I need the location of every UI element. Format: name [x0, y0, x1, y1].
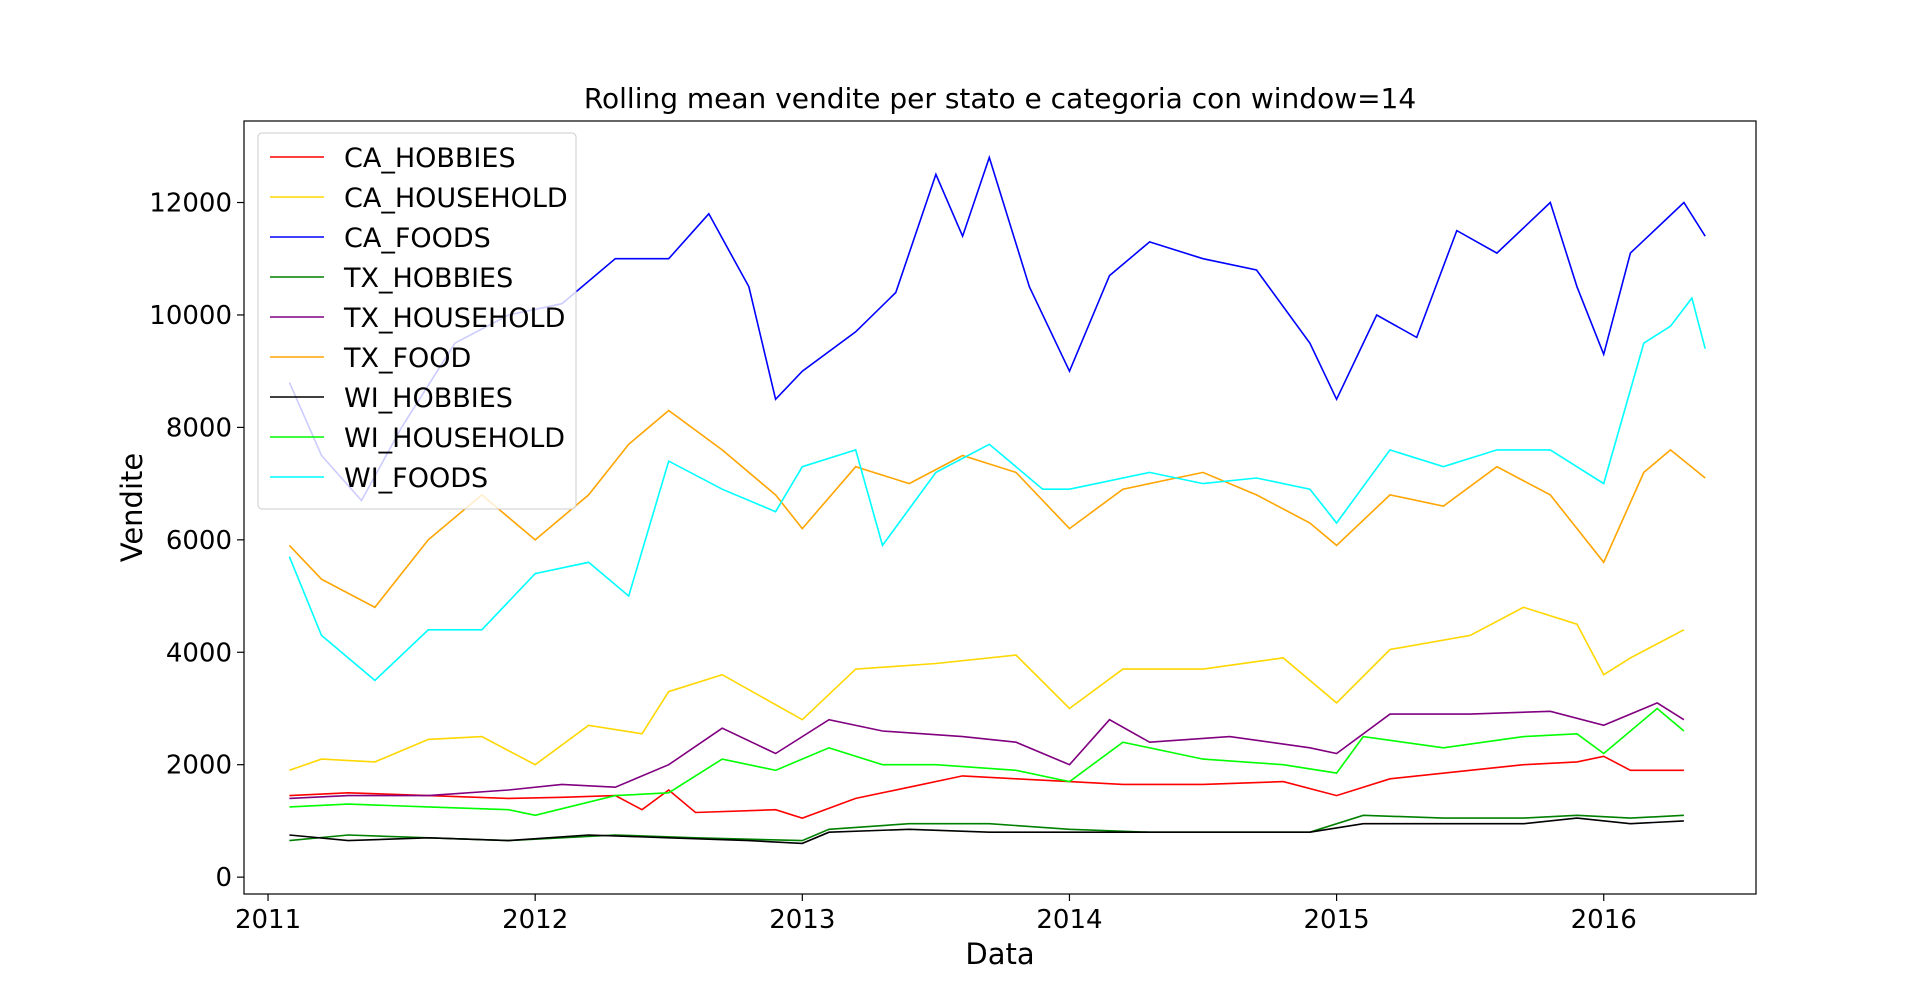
y-tick-label: 0: [215, 863, 232, 893]
series-line-wi-foods: [288, 296, 1706, 682]
legend: CA_HOBBIES CA_HOUSEHOLD CA_FOODS TX_HOBBIES…: [257, 132, 577, 510]
series-line-tx-food: [288, 409, 1706, 609]
series-line-wi-household: [289, 707, 1685, 817]
legend-label: WI_HOBBIES: [344, 383, 513, 414]
chart-title: Rolling mean vendite per stato e categor…: [584, 82, 1416, 115]
y-axis: 0 2000 4000 6000 8000 10000 12000: [149, 189, 244, 893]
y-tick-label: 6000: [166, 526, 232, 556]
y-tick-label: 4000: [166, 638, 232, 668]
y-tick-label: 12000: [149, 189, 232, 219]
series-line-ca-household: [289, 606, 1685, 772]
y-axis-label: Vendite: [115, 453, 149, 563]
legend-label: CA_HOUSEHOLD: [344, 183, 568, 214]
x-tick-label: 2013: [769, 905, 835, 935]
y-tick-label: 10000: [149, 301, 232, 331]
y-tick-label: 2000: [166, 751, 232, 781]
series-line-tx-household: [289, 702, 1685, 800]
legend-box: [257, 132, 577, 510]
series-line-wi-hobbies: [289, 817, 1684, 845]
y-tick-label: 8000: [166, 413, 232, 443]
x-axis: 2011 2012 2013 2014 2015 2016: [235, 894, 1637, 935]
series-line-ca-hobbies: [289, 755, 1684, 819]
legend-label: CA_FOODS: [344, 223, 491, 254]
legend-label: TX_FOOD: [343, 343, 471, 374]
x-tick-label: 2015: [1304, 905, 1370, 935]
series-line-tx-hobbies: [289, 814, 1684, 842]
x-tick-label: 2016: [1571, 905, 1637, 935]
x-tick-label: 2011: [235, 905, 301, 935]
legend-label: TX_HOBBIES: [343, 263, 513, 294]
legend-label: CA_HOBBIES: [344, 143, 516, 174]
legend-label: WI_FOODS: [344, 463, 488, 494]
x-tick-label: 2012: [502, 905, 568, 935]
legend-label: TX_HOUSEHOLD: [343, 303, 565, 334]
legend-label: WI_HOUSEHOLD: [344, 423, 565, 454]
plot-frame: [243, 120, 1757, 895]
x-axis-label: Data: [965, 937, 1034, 971]
x-tick-label: 2014: [1036, 905, 1102, 935]
